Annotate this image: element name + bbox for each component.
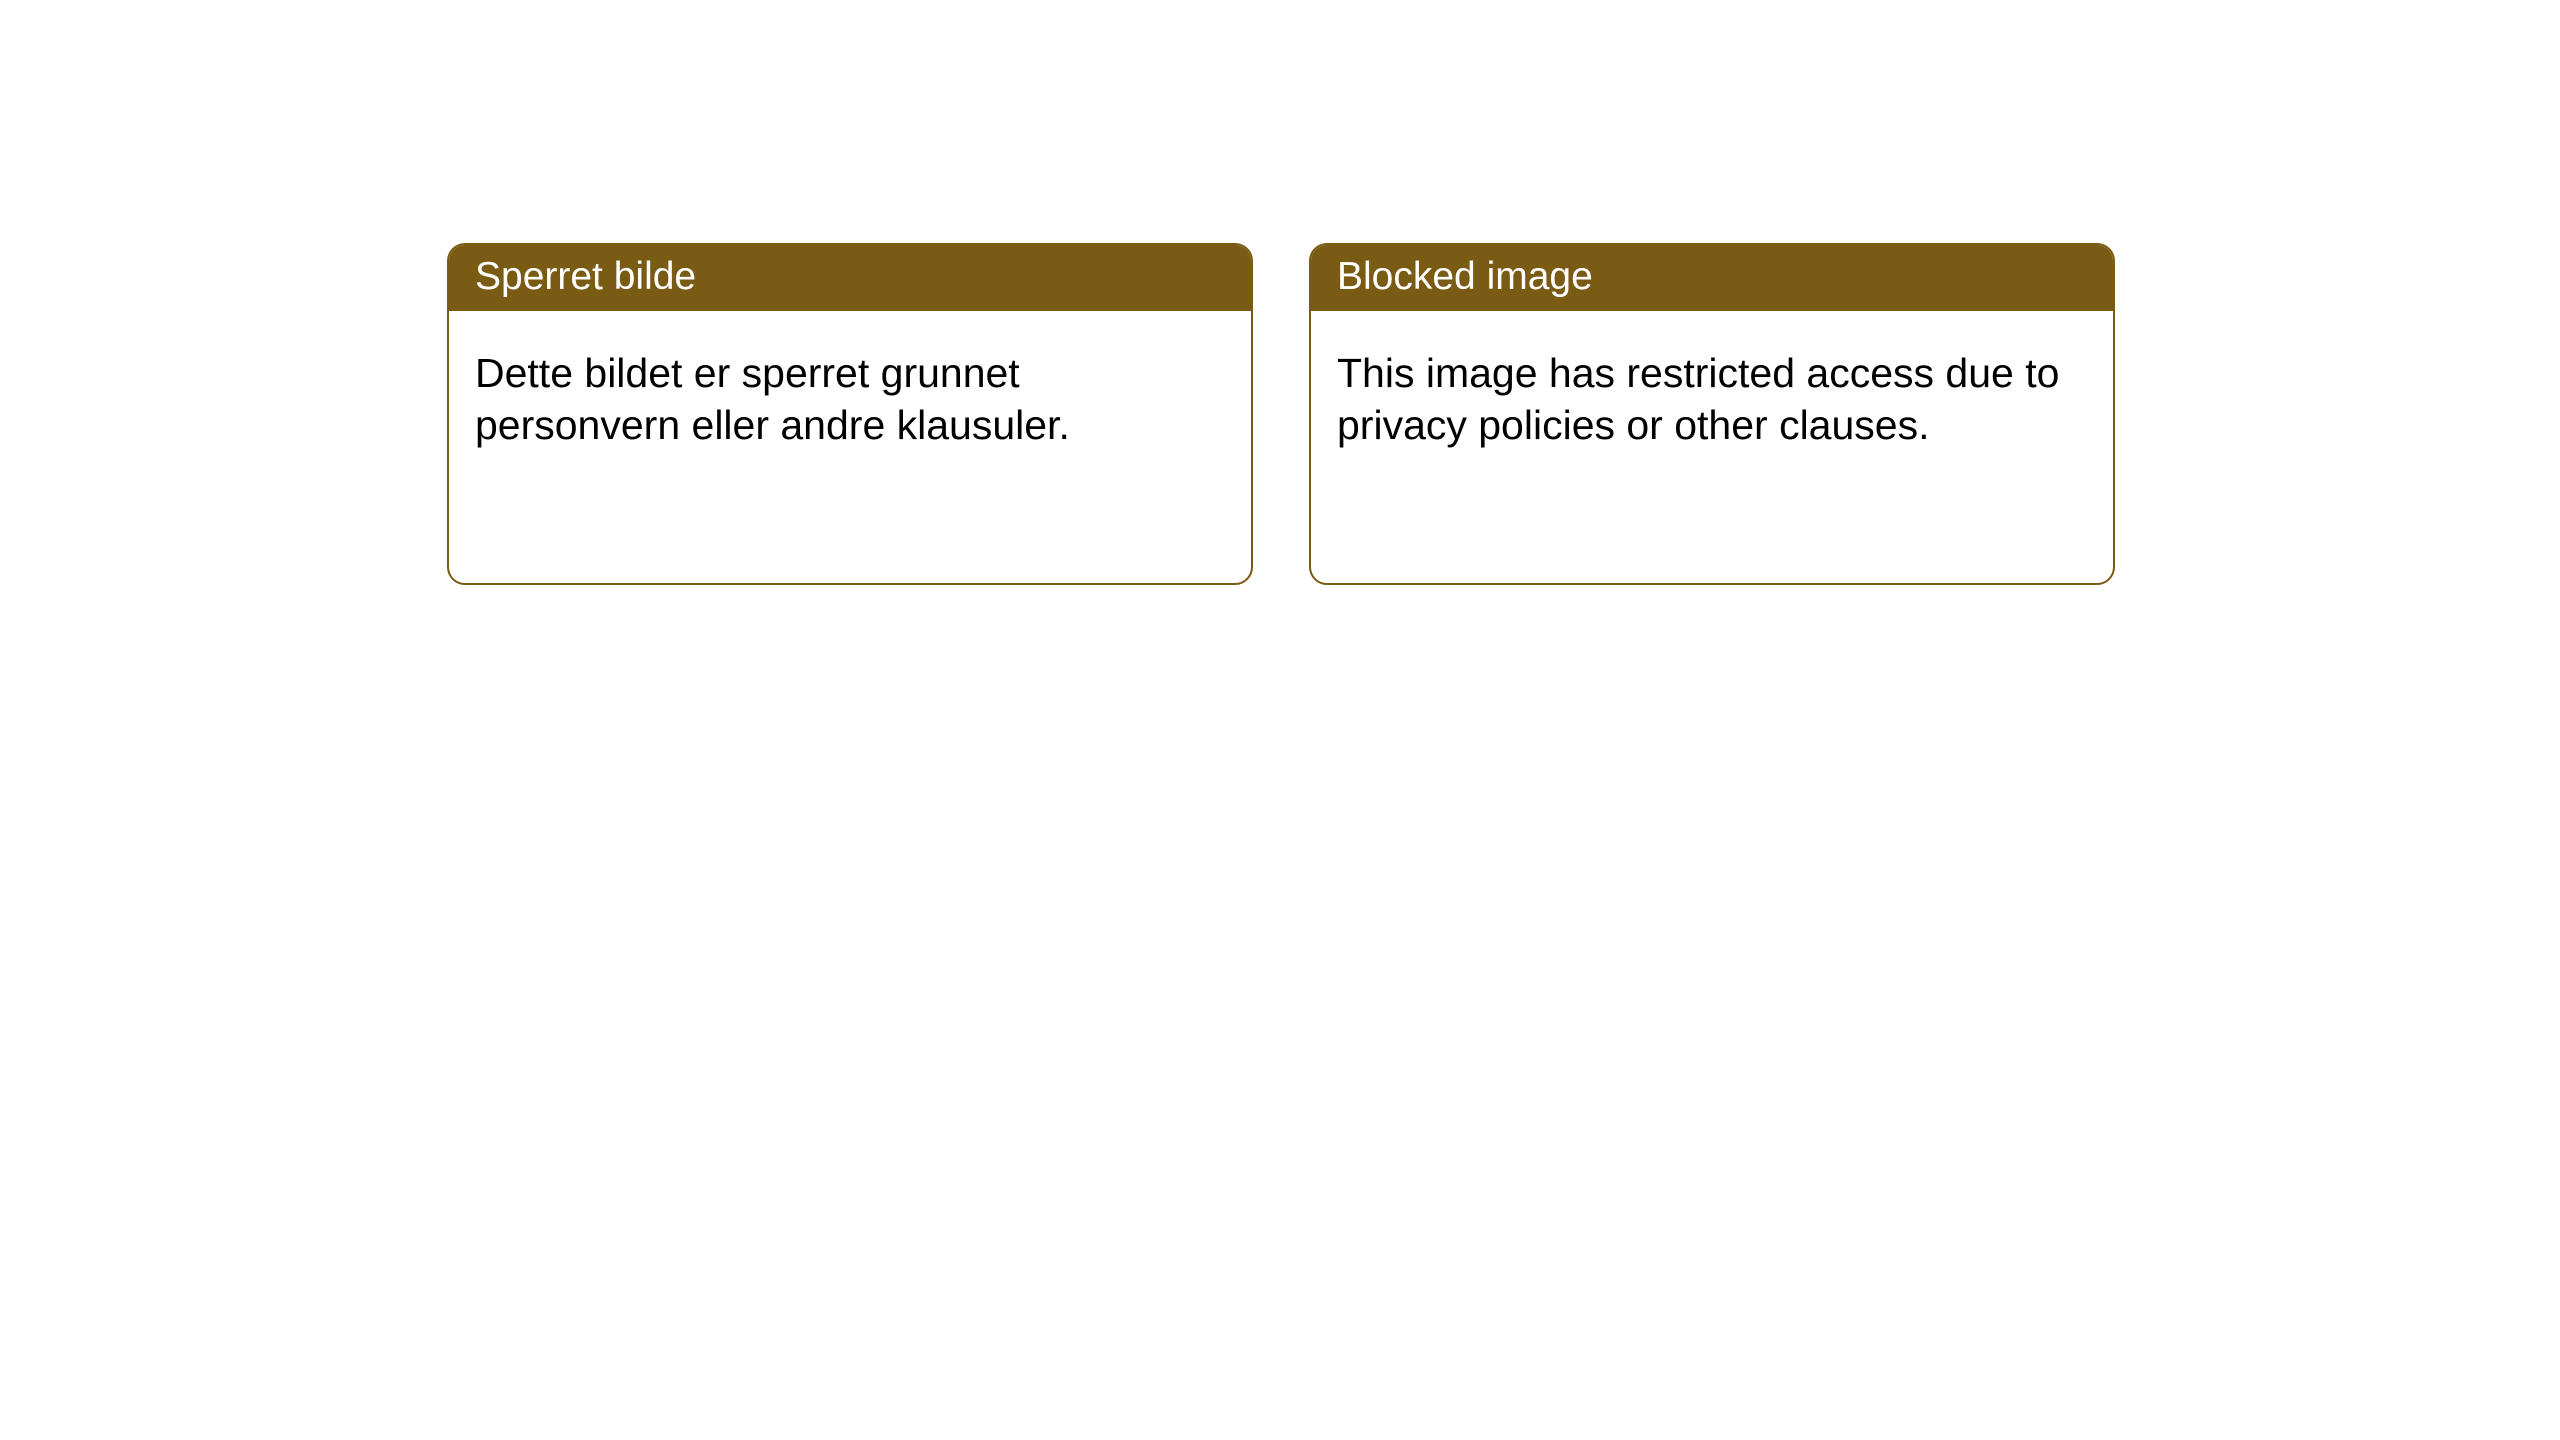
notice-panel-container: Sperret bilde Dette bildet er sperret gr… bbox=[0, 0, 2560, 585]
notice-panel-no: Sperret bilde Dette bildet er sperret gr… bbox=[447, 243, 1253, 585]
notice-panel-body: This image has restricted access due to … bbox=[1311, 311, 2113, 583]
notice-panel-title: Blocked image bbox=[1311, 245, 2113, 311]
notice-panel-title: Sperret bilde bbox=[449, 245, 1251, 311]
notice-panel-body: Dette bildet er sperret grunnet personve… bbox=[449, 311, 1251, 583]
notice-panel-en: Blocked image This image has restricted … bbox=[1309, 243, 2115, 585]
